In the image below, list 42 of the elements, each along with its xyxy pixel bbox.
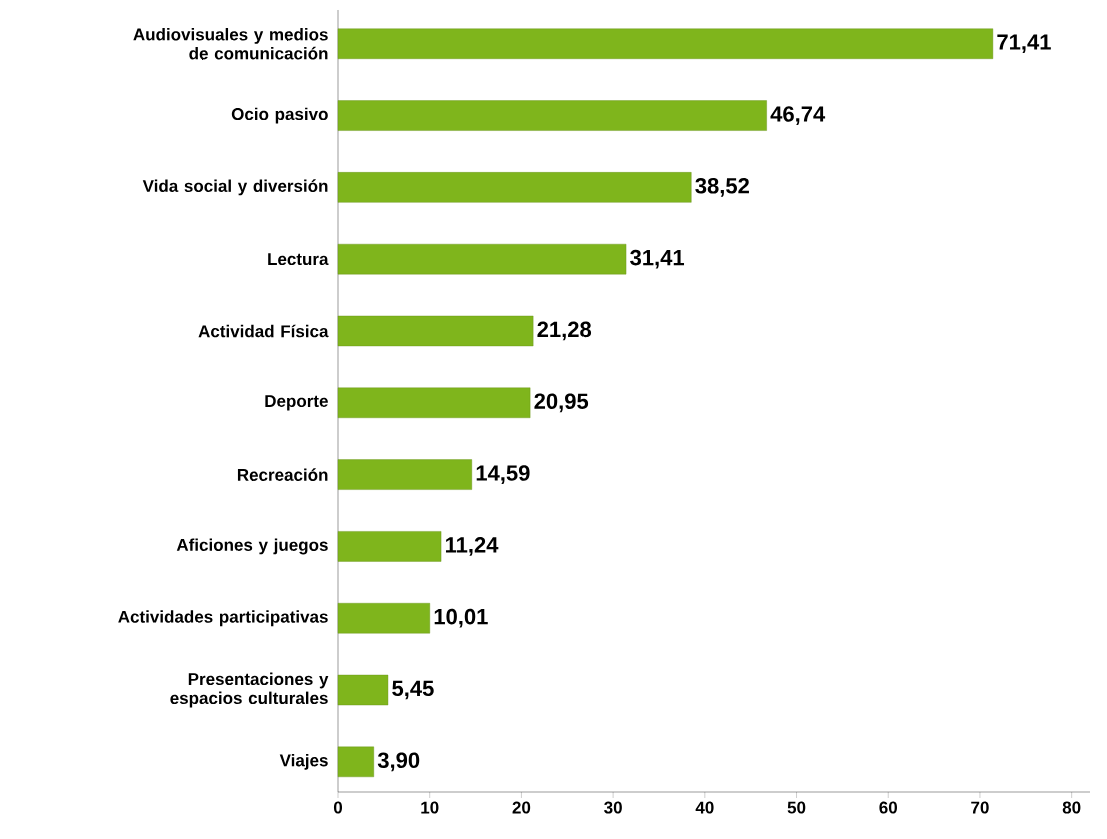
bar [337, 243, 627, 275]
data-label: 46,74 [770, 106, 826, 125]
data-label: 3,90 [377, 752, 420, 772]
data-label: 31,41 [630, 249, 685, 269]
x-tick-label: 40 [695, 801, 714, 814]
bar [337, 603, 430, 634]
data-label: 10,01 [434, 608, 488, 628]
bar [337, 28, 994, 59]
y-tick-label: Actividad Física [198, 324, 329, 338]
bar [337, 531, 442, 562]
x-tick-label: 80 [1062, 801, 1081, 814]
x-tick-label: 70 [971, 801, 989, 814]
y-tick-label: Recreación [237, 468, 328, 481]
y-tick-label: Lectura [268, 253, 329, 266]
bar [337, 172, 692, 203]
y-tick-label: Aficiones y juegos [176, 538, 328, 555]
bar [337, 746, 374, 778]
x-tick-label: 0 [333, 801, 343, 814]
y-tick-label: Actividades participativas [118, 610, 328, 627]
y-tick-label: Vida social y diversión [142, 179, 328, 196]
x-tick-label: 30 [604, 801, 622, 814]
x-tick-label: 50 [787, 801, 806, 814]
bar [337, 459, 472, 490]
x-tick-label: 60 [879, 801, 897, 814]
x-tick-label: 10 [421, 801, 439, 814]
bar [337, 315, 534, 347]
data-label: 14,59 [476, 465, 530, 484]
y-tick-label: Ocio pasivo [231, 107, 328, 124]
data-label: 20,95 [534, 393, 589, 413]
data-label: 21,28 [537, 321, 592, 341]
y-tick-label: Viajes [279, 753, 328, 770]
data-label: 38,52 [695, 177, 749, 197]
y-tick-label: Audiovisuales y medios de comunicación [133, 28, 328, 60]
bar [337, 387, 531, 418]
bar [337, 100, 767, 131]
bar [337, 674, 389, 706]
x-tick-label: 20 [512, 801, 531, 814]
data-label: 5,45 [392, 680, 434, 700]
y-tick-label: Deporte [265, 395, 328, 411]
data-label: 11,24 [445, 537, 499, 556]
y-tick-label: Presentaciones y espacios culturales [170, 672, 329, 708]
data-label: 71,41 [997, 34, 1051, 54]
